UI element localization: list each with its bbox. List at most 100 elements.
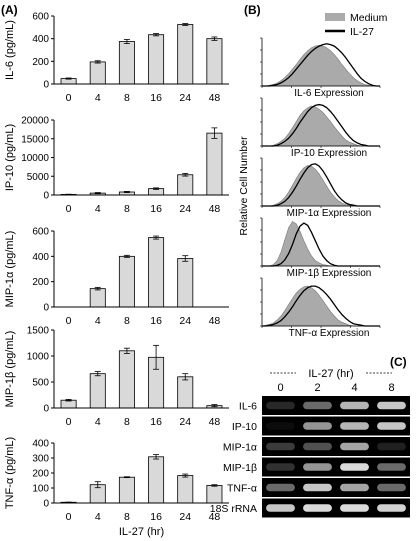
- x-tick-label: 8: [124, 511, 130, 523]
- x-tick-label: 48: [209, 92, 221, 104]
- y-tick-label: 20000: [21, 116, 49, 127]
- x-tick-label: 8: [124, 416, 130, 428]
- bar: [118, 255, 135, 308]
- x-tick-label: 0: [66, 511, 72, 523]
- x-tick-label: 48: [209, 511, 221, 523]
- histogram-2: MIP-1α Expression: [260, 157, 381, 219]
- gel-band: [303, 463, 332, 471]
- gel-lane-label: 0: [277, 382, 283, 394]
- histogram-label: IL-6 Expression: [294, 88, 363, 99]
- gel-strip: [262, 478, 410, 497]
- gel-band: [340, 422, 369, 430]
- x-tick-label: 0: [66, 416, 72, 428]
- x-tick-label: 16: [150, 416, 162, 428]
- gel-band: [377, 422, 406, 430]
- x-tick-label: 24: [179, 92, 191, 104]
- gel-band: [266, 422, 295, 430]
- histogram-label: IP-10 Expression: [291, 148, 367, 159]
- y-tick-label: 100: [32, 484, 49, 495]
- gel-band: [340, 483, 369, 492]
- gel-lane-label: 2: [314, 382, 320, 394]
- y-tick-label: 200: [32, 277, 49, 288]
- x-axis-label: IL-27 (hr): [119, 526, 164, 538]
- x-tick-label: 0: [66, 92, 72, 104]
- x-tick-label: 16: [150, 315, 162, 327]
- panel-label-c: (C): [390, 355, 407, 369]
- y-tick-label: 0: [43, 404, 49, 415]
- y-axis-label: IL-6 (pg/mL): [4, 20, 16, 80]
- bar: [206, 132, 223, 196]
- bar: [148, 34, 165, 85]
- x-tick-label: 16: [150, 511, 162, 523]
- x-tick-label: 24: [179, 203, 191, 215]
- legend-label-medium: Medium: [350, 12, 388, 24]
- panel-label-b: (B): [244, 3, 261, 17]
- gel-row-label: MIP-1β: [223, 462, 257, 474]
- gel-strip: [262, 498, 410, 518]
- y-tick-label: 0: [43, 303, 49, 314]
- bar: [177, 376, 194, 409]
- gel-band: [340, 401, 369, 410]
- x-tick-label: 24: [179, 416, 191, 428]
- x-tick-label: 4: [95, 92, 101, 104]
- histogram-medium: [262, 45, 380, 87]
- histogram-4: TNF-α Expression: [260, 277, 381, 339]
- gel-row-label: 18S rRNA: [210, 503, 257, 515]
- y-tick-label: 200: [32, 469, 49, 480]
- y-tick-label: 1000: [27, 352, 50, 363]
- y-tick-label: 10000: [21, 153, 49, 164]
- x-tick-label: 24: [179, 315, 191, 327]
- y-tick-label: 600: [32, 12, 49, 23]
- histogram-3: MIP-1β Expression: [260, 217, 381, 279]
- x-tick-label: 48: [209, 315, 221, 327]
- gel-band: [340, 463, 369, 471]
- x-tick-label: 8: [124, 92, 130, 104]
- gel-band: [340, 504, 369, 512]
- y-tick-label: 300: [32, 454, 49, 465]
- bar: [118, 350, 135, 409]
- y-tick-label: 0: [43, 80, 49, 91]
- gel-row-label: MIP-1α: [223, 442, 257, 454]
- gel-band: [266, 483, 295, 492]
- x-tick-label: 8: [124, 203, 130, 215]
- histogram-il27: [262, 285, 380, 327]
- bar: [177, 24, 194, 85]
- gel-lane-label: 8: [388, 382, 394, 394]
- gel-lane-label: 4: [351, 382, 357, 394]
- y-axis-label: IP-10 (pg/mL): [4, 124, 16, 191]
- y-tick-label: 400: [32, 439, 49, 450]
- y-tick-label: 1500: [27, 326, 50, 337]
- gel-band: [266, 463, 295, 471]
- x-tick-label: 8: [124, 315, 130, 327]
- bar: [118, 476, 135, 504]
- gel-band: [303, 401, 332, 410]
- gel-band: [377, 401, 406, 410]
- legend-swatch-medium: [325, 13, 345, 21]
- gel-band: [377, 483, 406, 492]
- flow-ylabel: Relative Cell Number: [238, 136, 250, 236]
- x-tick-label: 4: [95, 203, 101, 215]
- y-tick-label: 0: [43, 191, 49, 202]
- bar: [148, 456, 165, 504]
- histogram-label: TNF-α Expression: [289, 328, 370, 339]
- y-axis-label: MIP-1β (pg/mL): [4, 331, 16, 408]
- histogram-1: IP-10 Expression: [260, 97, 381, 159]
- bar: [89, 373, 106, 409]
- histogram-label: MIP-1α Expression: [287, 208, 372, 219]
- gel-row-label: TNF-α: [227, 483, 257, 495]
- y-tick-label: 400: [32, 34, 49, 45]
- x-tick-label: 0: [66, 315, 72, 327]
- bar: [206, 485, 223, 504]
- bar: [118, 41, 135, 85]
- histogram-il27: [262, 43, 380, 87]
- bar: [177, 475, 194, 504]
- bar: [89, 61, 106, 85]
- y-tick-label: 400: [32, 252, 49, 263]
- panel-label-a: (A): [1, 3, 18, 17]
- x-tick-label: 24: [179, 511, 191, 523]
- gel-band: [377, 504, 406, 512]
